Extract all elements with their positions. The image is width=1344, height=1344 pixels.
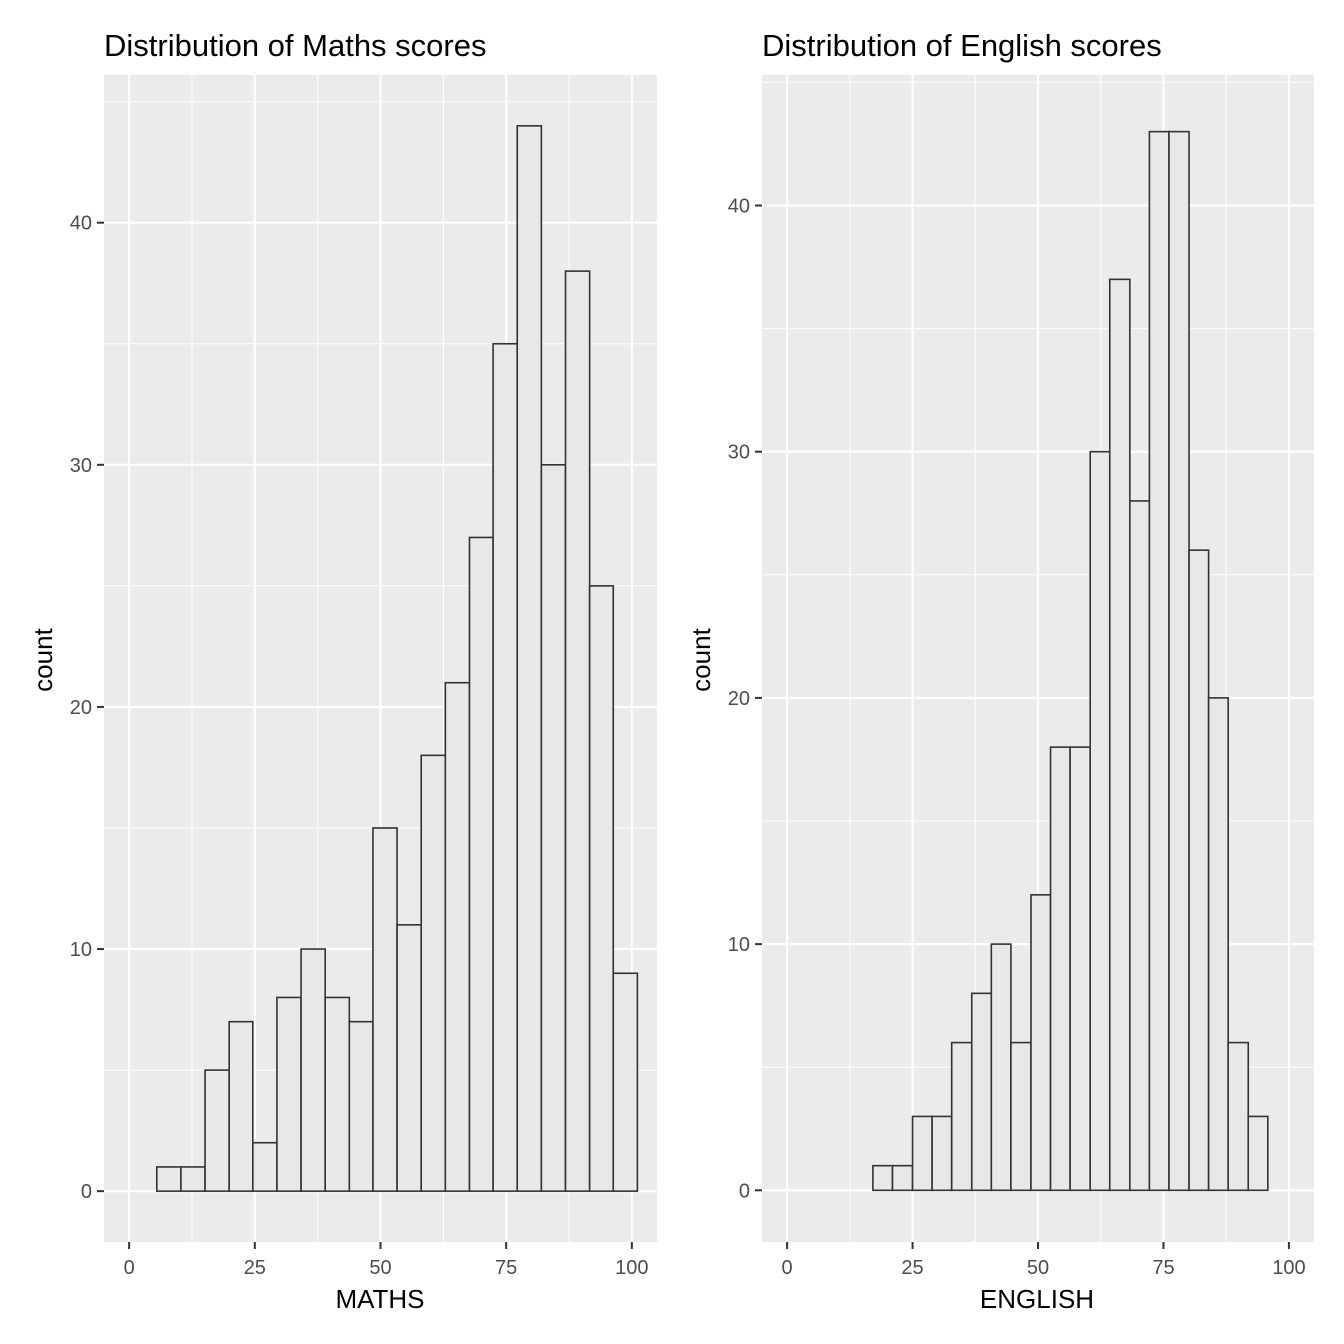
maths-histogram-bar: [492, 342, 519, 1192]
english-histogram-bar: [891, 1164, 914, 1192]
english-histogram-bar: [1129, 500, 1151, 1192]
maths-x-tick-label: 25: [244, 1257, 266, 1279]
english-histogram-bar: [1188, 549, 1210, 1192]
english-histogram-bar: [1049, 746, 1071, 1192]
maths-histogram-bar: [348, 1020, 374, 1192]
english-y-axis-title: count: [686, 627, 716, 691]
maths-x-tick-label: 0: [124, 1257, 135, 1279]
english-y-tick-label: 0: [739, 1180, 750, 1202]
maths-chart-title: Distribution of Maths scores: [104, 28, 486, 63]
maths-y-tick-label: 30: [70, 455, 92, 477]
english-x-axis-title: ENGLISH: [980, 1284, 1094, 1314]
maths-histogram-bar: [588, 585, 615, 1192]
maths-histogram-bar: [564, 270, 591, 1192]
english-histogram-bar: [911, 1115, 933, 1192]
maths-histogram-bar: [396, 924, 423, 1192]
maths-histogram-bar: [155, 1166, 182, 1192]
english-x-tick-label: 25: [901, 1257, 923, 1279]
english-histogram-bar: [1168, 130, 1190, 1192]
english-x-tick-label: 75: [1152, 1257, 1174, 1279]
maths-x-tick-label: 50: [369, 1257, 391, 1279]
maths-x-tick-label: 75: [495, 1257, 517, 1279]
english-x-tick-label: 50: [1027, 1257, 1049, 1279]
english-y-tick-label: 10: [728, 934, 750, 956]
maths-histogram-bar: [612, 972, 639, 1192]
english-chart-title: Distribution of English scores: [762, 28, 1162, 63]
maths-y-tick-label: 40: [70, 213, 92, 235]
english-histogram-bar: [1069, 746, 1091, 1192]
english-histogram-bar: [1030, 894, 1052, 1192]
english-histogram-bar: [1010, 1041, 1032, 1192]
english-x-tick-label: 100: [1272, 1257, 1305, 1279]
maths-y-tick-label: 0: [81, 1181, 92, 1203]
maths-x-axis-title: MATHS: [335, 1284, 424, 1314]
english-histogram-bar: [931, 1115, 953, 1192]
maths-y-tick-label: 10: [70, 939, 92, 961]
english-histogram-bar: [990, 943, 1012, 1192]
english-histogram-bar: [1108, 278, 1131, 1192]
maths-x-tick-label: 100: [615, 1257, 648, 1279]
english-y-tick-label: 40: [728, 195, 750, 217]
english-y-tick-label: 30: [728, 442, 750, 464]
english-histogram-bar: [950, 1041, 973, 1192]
english-histogram-bar: [1207, 697, 1229, 1192]
maths-y-axis-title: count: [28, 627, 58, 691]
maths-histogram-bar: [204, 1069, 230, 1192]
maths-histogram-bar: [228, 1020, 254, 1192]
maths-histogram-bar: [468, 536, 494, 1192]
maths-histogram-bar: [252, 1141, 278, 1192]
maths-histogram-bar: [444, 681, 471, 1192]
english-histogram-panel: Distribution of English scores ENGLISH c…: [686, 28, 1314, 1314]
maths-histogram-bar: [540, 464, 567, 1192]
english-histogram-bar: [970, 992, 993, 1192]
english-histogram-bar: [1227, 1041, 1250, 1192]
maths-histogram-bar: [324, 996, 351, 1192]
maths-histogram-panel: Distribution of Maths scores MATHS count…: [28, 28, 657, 1314]
english-histogram-bar: [1148, 130, 1170, 1192]
maths-histogram-bar: [372, 827, 398, 1192]
maths-histogram-bar: [300, 948, 327, 1192]
english-histogram-bar: [1247, 1115, 1269, 1192]
english-x-tick-label: 0: [782, 1257, 793, 1279]
maths-histogram-bar: [516, 125, 543, 1192]
maths-y-tick-label: 20: [70, 697, 92, 719]
english-histogram-bar: [1089, 450, 1111, 1192]
maths-histogram-bar: [420, 754, 447, 1192]
english-y-tick-label: 20: [728, 688, 750, 710]
english-histogram-bar: [872, 1164, 894, 1192]
maths-histogram-bar: [276, 996, 302, 1192]
maths-histogram-bar: [180, 1166, 206, 1192]
